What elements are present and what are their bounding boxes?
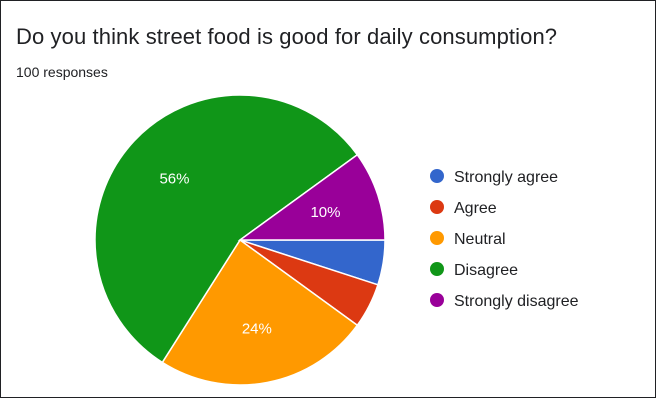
- legend-swatch-neutral: [430, 231, 444, 245]
- slice-label-disagree: 56%: [159, 170, 189, 187]
- pie-slice-disagree[interactable]: [94, 94, 359, 364]
- legend-swatch-agree: [430, 200, 444, 214]
- legend-swatch-strongly-disagree: [430, 293, 444, 307]
- legend-label-strongly-agree[interactable]: Strongly agree: [454, 169, 558, 186]
- legend-label-disagree[interactable]: Disagree: [454, 262, 518, 279]
- legend-label-strongly-disagree[interactable]: Strongly disagree: [454, 293, 579, 310]
- response-count: 100 responses: [16, 64, 108, 80]
- legend-swatch-strongly-agree: [430, 169, 444, 183]
- pie-slice-neutral[interactable]: [161, 238, 359, 386]
- slice-label-neutral: 24%: [242, 320, 272, 337]
- legend-swatch-disagree: [430, 262, 444, 276]
- legend-label-neutral[interactable]: Neutral: [454, 231, 506, 248]
- legend-label-agree[interactable]: Agree: [454, 200, 497, 217]
- chart-title: Do you think street food is good for dai…: [16, 24, 558, 49]
- pie-slice-strongly-disagree[interactable]: [237, 153, 386, 241]
- slice-label-strongly-disagree: 10%: [310, 204, 340, 221]
